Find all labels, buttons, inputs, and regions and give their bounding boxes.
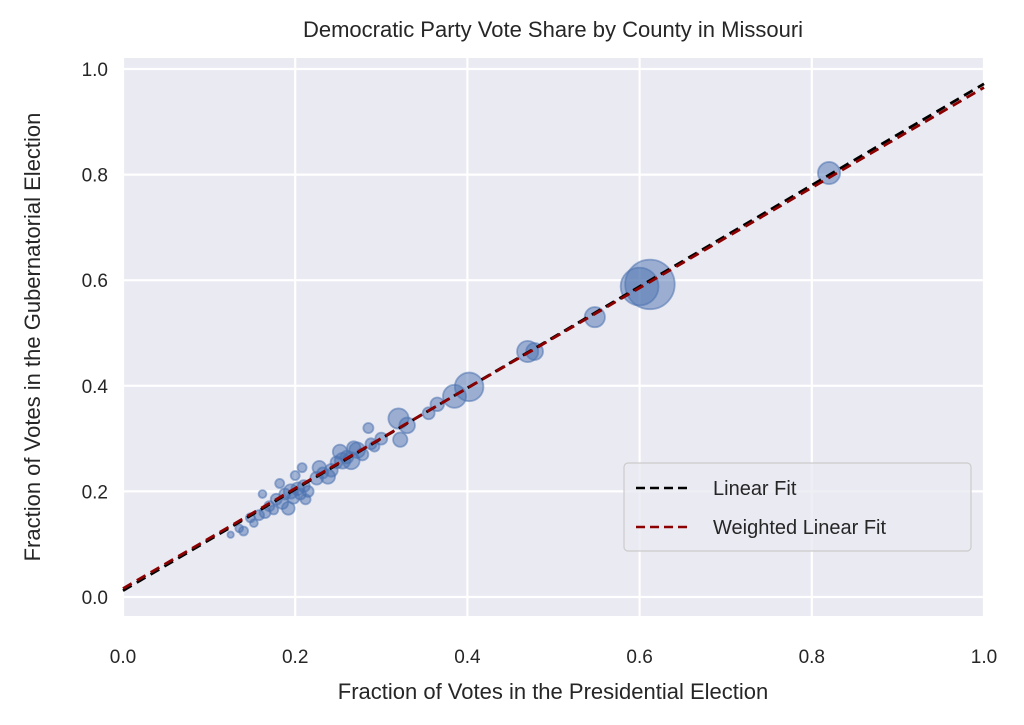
weighted-linear-fit-line: [122, 86, 985, 590]
scatter-point: [624, 258, 676, 311]
scatter-point: [362, 422, 375, 434]
scatter-point: [274, 478, 286, 489]
scatter-point: [289, 470, 301, 481]
scatter-point: [238, 525, 249, 537]
x-tick-label: 1.0: [971, 647, 997, 668]
scatter-point: [296, 462, 308, 474]
y-tick-labels: 0.0 0.2 0.4 0.6 0.8 1.0: [82, 60, 109, 609]
scatter-point: [249, 518, 259, 528]
y-tick-label: 0.4: [82, 377, 109, 398]
y-tick-label: 0.6: [82, 271, 108, 292]
scatter-point: [817, 161, 842, 186]
legend-weighted-fit-label: Weighted Linear Fit: [713, 517, 887, 539]
scatter-point: [398, 416, 416, 435]
scatter-point: [257, 489, 268, 499]
scatter-point: [392, 431, 409, 448]
chart-title: Democratic Party Vote Share by County in…: [303, 17, 803, 42]
x-tick-label: 0.6: [626, 647, 652, 668]
y-tick-label: 0.2: [82, 482, 108, 503]
x-tick-label: 0.8: [799, 647, 825, 668]
fit-lines: [122, 82, 985, 592]
x-tick-label: 0.2: [282, 647, 308, 668]
y-tick-label: 1.0: [82, 60, 108, 81]
y-tick-label: 0.0: [82, 588, 108, 609]
legend: Linear Fit Weighted Linear Fit: [623, 462, 972, 552]
y-tick-label: 0.8: [82, 166, 108, 187]
scatter-point: [301, 484, 315, 498]
scatter-point: [268, 504, 280, 516]
x-tick-labels: 0.0 0.2 0.4 0.6 0.8 1.0: [110, 647, 997, 668]
scatter-point: [226, 530, 235, 539]
legend-linear-fit-label: Linear Fit: [713, 478, 797, 500]
x-tick-label: 0.4: [454, 647, 481, 668]
x-tick-label: 0.0: [110, 647, 136, 668]
y-axis-label: Fraction of Votes in the Gubernatorial E…: [20, 113, 45, 562]
x-axis-label: Fraction of Votes in the Presidential El…: [338, 679, 768, 704]
legend-box: [623, 462, 972, 552]
